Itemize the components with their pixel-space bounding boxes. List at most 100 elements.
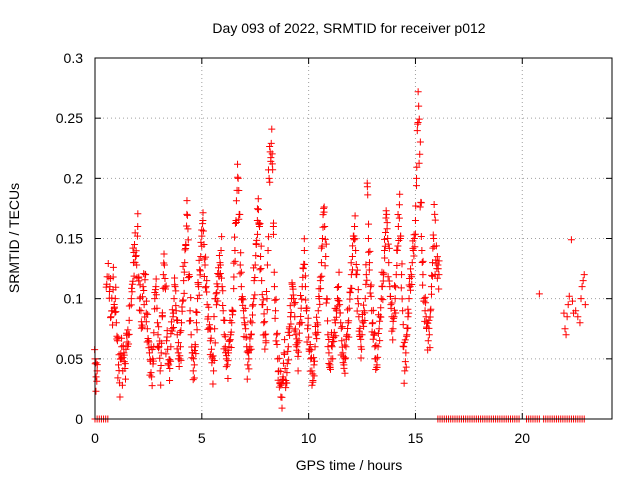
data-point (348, 285, 356, 293)
data-point (157, 381, 165, 389)
data-point (402, 349, 410, 357)
data-point (261, 331, 269, 339)
data-point (174, 339, 182, 347)
data-point (120, 351, 128, 359)
data-point (411, 230, 419, 238)
data-point (251, 274, 259, 282)
data-point (137, 324, 145, 332)
data-point (324, 317, 332, 325)
data-point (427, 283, 435, 291)
data-point (140, 301, 148, 309)
data-point (416, 203, 424, 211)
data-point (184, 274, 192, 282)
data-point (379, 277, 387, 285)
data-point (265, 233, 273, 241)
data-point (287, 320, 295, 328)
data-point (228, 319, 236, 327)
data-point (106, 283, 114, 291)
data-point (214, 297, 222, 305)
data-point (404, 313, 412, 321)
data-point (156, 354, 164, 362)
data-point (218, 233, 226, 241)
data-point (109, 273, 117, 281)
data-point (155, 343, 163, 351)
data-point (391, 295, 399, 303)
data-point (108, 294, 116, 302)
data-point (180, 277, 188, 285)
data-point (535, 290, 543, 298)
data-point (116, 393, 124, 401)
data-point (183, 211, 191, 219)
data-point (187, 294, 195, 302)
data-point (367, 283, 375, 291)
data-point (205, 303, 213, 311)
data-point (396, 190, 404, 198)
data-point (291, 299, 299, 307)
data-point (162, 282, 170, 290)
data-point (133, 261, 141, 269)
data-point (377, 295, 385, 303)
data-point (357, 335, 365, 343)
data-point (144, 310, 152, 318)
data-point (435, 271, 443, 279)
data-point (235, 186, 243, 194)
data-point (257, 242, 265, 250)
data-point (324, 331, 332, 339)
data-point (125, 316, 133, 324)
data-point (157, 361, 165, 369)
data-point (253, 236, 261, 244)
data-point (314, 307, 322, 315)
data-point (270, 283, 278, 291)
data-point (184, 236, 192, 244)
data-point (231, 219, 239, 227)
data-point (381, 235, 389, 243)
data-point (373, 363, 381, 371)
data-point (219, 287, 227, 295)
data-point (301, 272, 309, 280)
data-point (308, 367, 316, 375)
data-point (364, 235, 372, 242)
x-axis-label: GPS time / hours (296, 457, 403, 473)
data-point (375, 325, 383, 333)
data-point (234, 160, 242, 168)
data-point (215, 252, 223, 260)
data-point (107, 313, 115, 321)
data-point (401, 358, 409, 366)
data-point (399, 342, 407, 350)
data-point (190, 374, 198, 382)
data-point (362, 271, 370, 279)
data-point (408, 259, 416, 267)
data-point (268, 150, 276, 158)
data-point (180, 268, 188, 276)
data-point (263, 306, 271, 314)
data-point (335, 283, 343, 291)
data-point (290, 295, 298, 303)
data-point (168, 327, 176, 335)
data-point (311, 357, 319, 365)
data-point (160, 250, 168, 258)
data-point (414, 118, 422, 126)
data-point (225, 349, 233, 357)
data-point (257, 265, 265, 273)
data-point (321, 222, 329, 230)
data-point (295, 329, 303, 337)
data-point (153, 304, 161, 312)
data-point (210, 313, 218, 321)
data-point (367, 292, 375, 300)
data-point (272, 295, 280, 303)
data-point (263, 295, 271, 303)
data-point (384, 240, 392, 248)
data-point (382, 214, 390, 222)
data-point (198, 226, 206, 234)
data-point (179, 262, 187, 270)
data-point (380, 247, 388, 255)
data-point (285, 356, 293, 364)
data-point (154, 331, 162, 339)
data-point (135, 306, 143, 314)
plot-area-frame (94, 57, 613, 420)
data-point (341, 369, 349, 377)
data-point (563, 313, 571, 321)
data-point (236, 270, 244, 278)
data-point (137, 307, 145, 315)
data-point (427, 305, 435, 313)
